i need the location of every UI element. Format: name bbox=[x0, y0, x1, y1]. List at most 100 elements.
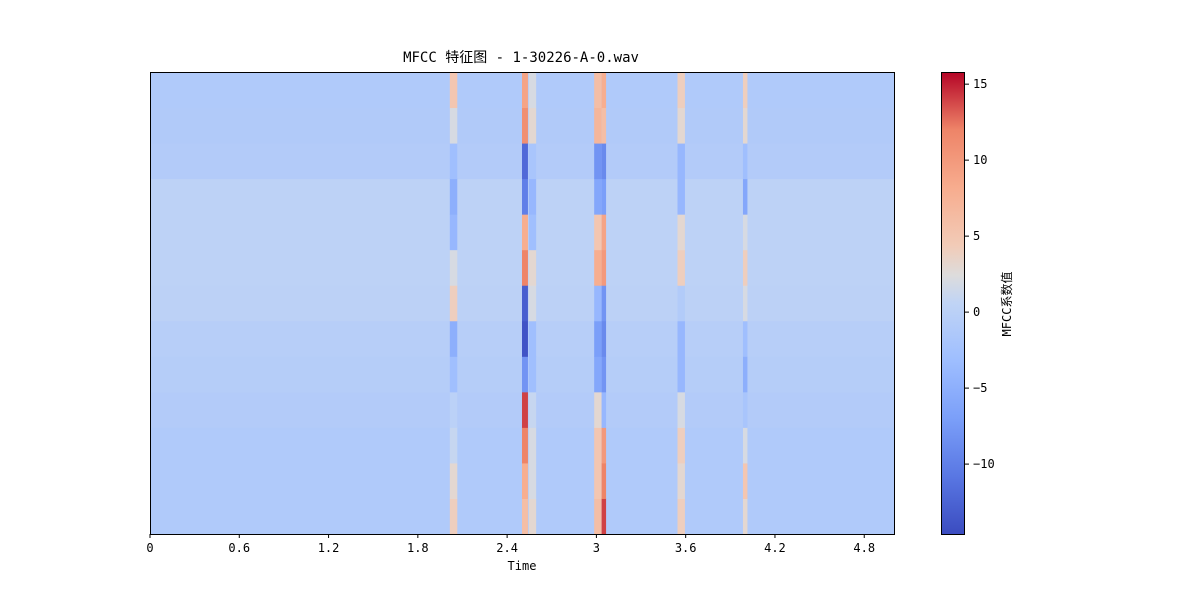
heatmap-cell bbox=[677, 498, 685, 535]
x-tick-label: 4.8 bbox=[853, 541, 875, 555]
heatmap-cell bbox=[677, 107, 685, 144]
heatmap-cell bbox=[742, 107, 748, 144]
heatmap-cell bbox=[449, 498, 458, 535]
heatmap-cell bbox=[449, 178, 458, 215]
heatmap-cell bbox=[601, 214, 607, 251]
heatmap-cell bbox=[528, 498, 537, 535]
heatmap-cell bbox=[449, 285, 458, 322]
heatmap-cell bbox=[677, 214, 685, 251]
heatmap-cell bbox=[594, 178, 602, 215]
onset-column-6 bbox=[742, 72, 748, 535]
heatmap-cell bbox=[449, 320, 458, 357]
heatmap-cell bbox=[677, 249, 685, 286]
heatmap-cell bbox=[594, 320, 602, 357]
heatmap-cell bbox=[742, 249, 748, 286]
colorbar-tick-label: 15 bbox=[973, 77, 987, 91]
heatmap-cell bbox=[449, 72, 458, 109]
plot-frame bbox=[150, 72, 895, 535]
heatmap-cell bbox=[742, 462, 748, 499]
heatmap-cell bbox=[677, 178, 685, 215]
heatmap-cell bbox=[449, 427, 458, 464]
heatmap-cell bbox=[742, 285, 748, 322]
heatmap-cell bbox=[601, 498, 607, 535]
heatmap-cell bbox=[742, 498, 748, 535]
heatmap-cell bbox=[528, 72, 537, 109]
heatmap-cell bbox=[601, 72, 607, 109]
onset-column-5 bbox=[677, 72, 685, 535]
onset-column-1 bbox=[522, 72, 528, 535]
heatmap-cell bbox=[677, 462, 685, 499]
heatmap-cell bbox=[528, 107, 537, 144]
heatmap-cell bbox=[449, 107, 458, 144]
heatmap-cell bbox=[522, 391, 528, 428]
heatmap-cell bbox=[449, 391, 458, 428]
heatmap-cell bbox=[594, 498, 602, 535]
x-tick-label: 1.8 bbox=[407, 541, 429, 555]
heatmap-cell bbox=[601, 107, 607, 144]
heatmap-cell bbox=[528, 285, 537, 322]
heatmap-cell bbox=[528, 356, 537, 393]
heatmap-cell bbox=[522, 285, 528, 322]
heatmap-cell bbox=[522, 107, 528, 144]
heatmap-cell bbox=[594, 391, 602, 428]
heatmap-cell bbox=[594, 427, 602, 464]
heatmap-cell bbox=[742, 72, 748, 109]
heatmap-cell bbox=[601, 143, 607, 180]
heatmap-cell bbox=[449, 214, 458, 251]
heatmap-cell bbox=[601, 356, 607, 393]
heatmap-cell bbox=[449, 249, 458, 286]
heatmap-cell bbox=[677, 143, 685, 180]
onset-column-3 bbox=[594, 72, 602, 535]
heatmap-cell bbox=[594, 462, 602, 499]
heatmap-cell bbox=[677, 356, 685, 393]
heatmap-cell bbox=[601, 285, 607, 322]
heatmap-cell bbox=[522, 72, 528, 109]
colorbar bbox=[942, 72, 965, 534]
heatmap-cell bbox=[522, 427, 528, 464]
onset-column-4 bbox=[601, 72, 607, 535]
heatmap-cell bbox=[594, 214, 602, 251]
heatmap-cell bbox=[528, 143, 537, 180]
colorbar-label: MFCC系数值 bbox=[999, 272, 1014, 337]
heatmap-cell bbox=[601, 249, 607, 286]
heatmap-cell bbox=[594, 107, 602, 144]
x-tick-label: 3 bbox=[593, 541, 600, 555]
onset-column-0 bbox=[449, 72, 458, 535]
x-tick-label: 2.4 bbox=[496, 541, 518, 555]
heatmap-cell bbox=[594, 249, 602, 286]
colorbar-tick-label: 0 bbox=[973, 305, 980, 319]
heatmap-cell bbox=[522, 356, 528, 393]
heatmap-cell bbox=[594, 356, 602, 393]
heatmap-cell bbox=[742, 214, 748, 251]
onset-column-2 bbox=[528, 72, 537, 535]
x-tick-label: 3.6 bbox=[675, 541, 697, 555]
heatmap-cell bbox=[742, 178, 748, 215]
heatmap-cell bbox=[742, 391, 748, 428]
heatmap-cell bbox=[522, 320, 528, 357]
heatmap-cell bbox=[677, 72, 685, 109]
heatmap-cell bbox=[522, 249, 528, 286]
heatmap-cell bbox=[522, 178, 528, 215]
heatmap-cell bbox=[522, 143, 528, 180]
heatmap-cell bbox=[528, 391, 537, 428]
x-axis-label: Time bbox=[508, 559, 537, 573]
chart-title: MFCC 特征图 - 1-30226-A-0.wav bbox=[403, 50, 639, 66]
heatmap-cell bbox=[449, 356, 458, 393]
heatmap-cell bbox=[528, 249, 537, 286]
colorbar-tick-label: 5 bbox=[973, 229, 980, 243]
heatmap-cell bbox=[742, 320, 748, 357]
heatmap-cell bbox=[677, 320, 685, 357]
heatmap-cell bbox=[528, 214, 537, 251]
mfcc-heatmap bbox=[150, 72, 894, 535]
heatmap-cell bbox=[742, 356, 748, 393]
x-tick-label: 0.6 bbox=[228, 541, 250, 555]
heatmap-cell bbox=[594, 285, 602, 322]
heatmap-cell bbox=[601, 320, 607, 357]
heatmap-cell bbox=[601, 391, 607, 428]
colorbar-tick-label: 10 bbox=[973, 153, 987, 167]
heatmap-cell bbox=[742, 427, 748, 464]
heatmap-cell bbox=[742, 143, 748, 180]
x-axis: 0 0.6 1.2 1.8 2.4 3 3.6 4.2 4.8 bbox=[146, 534, 875, 555]
heatmap-cell bbox=[528, 427, 537, 464]
